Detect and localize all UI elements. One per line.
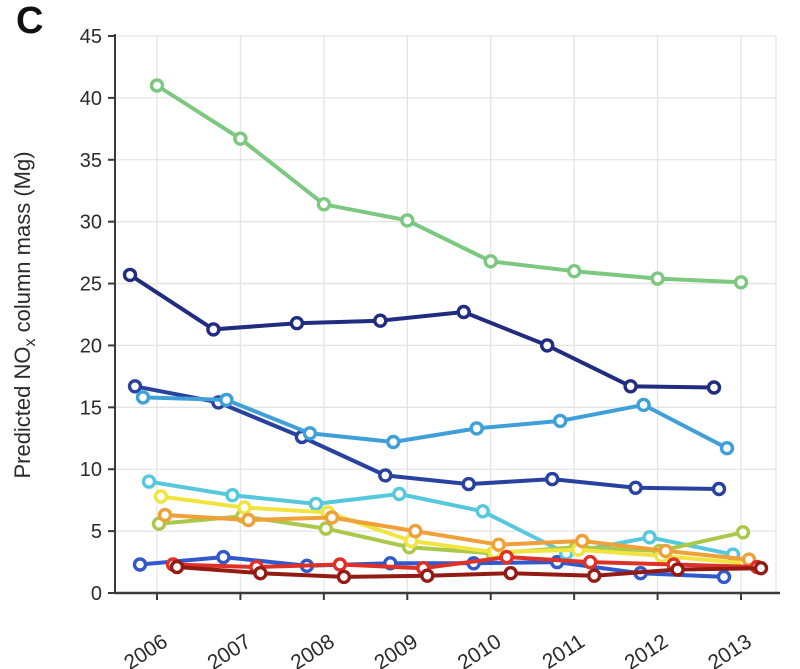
series-marker-medium-blue <box>378 468 393 483</box>
x-tick-label: 2009 <box>370 630 422 669</box>
series-marker-medium-blue <box>545 471 560 487</box>
series-marker-green <box>400 213 415 228</box>
series-marker-green <box>483 254 498 269</box>
series-line-orange <box>163 513 751 562</box>
series-marker-yellow <box>153 489 169 504</box>
panel-label: C <box>16 0 44 42</box>
series-marker-orange <box>241 512 256 528</box>
series-marker-green <box>650 271 665 286</box>
y-tick-label: 30 <box>80 212 102 234</box>
series-marker-royal-blue <box>716 569 732 585</box>
gridlines <box>115 35 777 593</box>
series-marker-dark-navy <box>289 316 305 331</box>
series-marker-cyan <box>392 486 407 502</box>
series-marker-green <box>233 131 248 146</box>
series-marker-olive-green <box>735 525 751 540</box>
series-marker-sky-blue <box>719 441 735 456</box>
series-marker-orange <box>157 507 173 523</box>
series-marker-orange <box>324 510 340 525</box>
series-marker-dark-navy <box>706 380 722 395</box>
series-marker-medium-blue <box>628 480 643 495</box>
series-marker-dark-navy <box>456 304 471 320</box>
series-marker-orange <box>658 543 673 559</box>
axis-labels: Predicted NOx column mass (Mg) <box>10 151 39 478</box>
series-line-dark-red <box>175 565 763 579</box>
series-marker-dark-red <box>253 566 268 581</box>
series-marker-sky-blue <box>386 434 401 450</box>
series-marker-cyan <box>642 530 657 545</box>
series-marker-sky-blue <box>469 421 484 436</box>
x-tick-label: 2013 <box>704 630 756 669</box>
series-marker-green <box>149 78 165 93</box>
series-marker-sky-blue <box>553 413 568 429</box>
series-marker-cyan <box>225 488 240 503</box>
y-tick-label: 5 <box>91 521 102 543</box>
x-tick-label: 2007 <box>203 630 255 669</box>
series-marker-dark-red <box>587 568 602 583</box>
series-marker-dark-navy <box>206 322 221 337</box>
x-tick-label: 2011 <box>538 630 588 669</box>
y-tick-label: 45 <box>80 26 102 48</box>
series-marker-green <box>316 197 332 212</box>
series-marker-yellow <box>237 500 252 515</box>
series-marker-dark-red <box>670 562 685 577</box>
series-line-green <box>155 83 743 285</box>
x-tick-label: 2006 <box>120 630 172 669</box>
y-tick-label: 40 <box>80 88 102 110</box>
series-line-yellow <box>159 494 747 566</box>
axes <box>114 34 780 595</box>
series-marker-orange <box>575 533 590 549</box>
y-tick-label: 0 <box>91 583 102 605</box>
series-line-dark-navy <box>128 272 716 390</box>
series-marker-orange <box>491 537 506 552</box>
series-line-medium-blue <box>133 384 721 491</box>
series-marker-sky-blue <box>135 390 151 405</box>
series-line-red <box>171 555 759 571</box>
series-marker-dark-navy <box>540 338 555 353</box>
y-tick-label: 35 <box>80 150 102 172</box>
series-marker-medium-blue <box>711 481 727 497</box>
series-marker-green <box>567 264 582 279</box>
series-marker-royal-blue <box>216 549 231 565</box>
series-line-cyan <box>147 479 735 557</box>
series-line-sky-blue <box>141 395 729 451</box>
series-marker-royal-blue <box>132 557 148 572</box>
series-marker-cyan <box>475 504 490 519</box>
y-tick-label: 10 <box>80 459 102 481</box>
series-marker-cyan <box>141 474 157 489</box>
x-tick-label: 2008 <box>287 630 339 669</box>
y-axis-title: Predicted NOx column mass (Mg) <box>10 151 39 478</box>
series-marker-red <box>583 554 598 570</box>
series-marker-dark-red <box>169 559 185 575</box>
series-marker-sky-blue <box>302 426 318 441</box>
series-marker-dark-navy <box>122 267 138 283</box>
x-tick-label: 2010 <box>454 630 506 669</box>
y-tick-label: 15 <box>80 397 102 419</box>
series-marker-orange <box>408 523 423 539</box>
series-marker-sky-blue <box>636 397 651 413</box>
series-marker-dark-navy <box>623 379 638 394</box>
x-tick-label: 2012 <box>621 630 673 669</box>
series-marker-medium-blue <box>461 476 476 492</box>
series-marker-dark-red <box>336 569 352 585</box>
data-series <box>122 78 769 585</box>
series-marker-red <box>499 549 514 565</box>
y-tick-label: 20 <box>80 335 102 357</box>
series-marker-dark-red <box>503 566 518 581</box>
y-tick-label: 25 <box>80 274 102 296</box>
series-marker-dark-red <box>420 568 435 583</box>
series-marker-dark-red <box>753 561 769 576</box>
series-marker-medium-blue <box>127 379 143 394</box>
series-marker-dark-navy <box>373 313 388 328</box>
series-marker-olive-green <box>318 521 334 536</box>
series-marker-sky-blue <box>219 392 234 408</box>
series-marker-cyan <box>308 496 324 512</box>
series-marker-green <box>733 275 749 290</box>
series-marker-red <box>332 557 348 572</box>
